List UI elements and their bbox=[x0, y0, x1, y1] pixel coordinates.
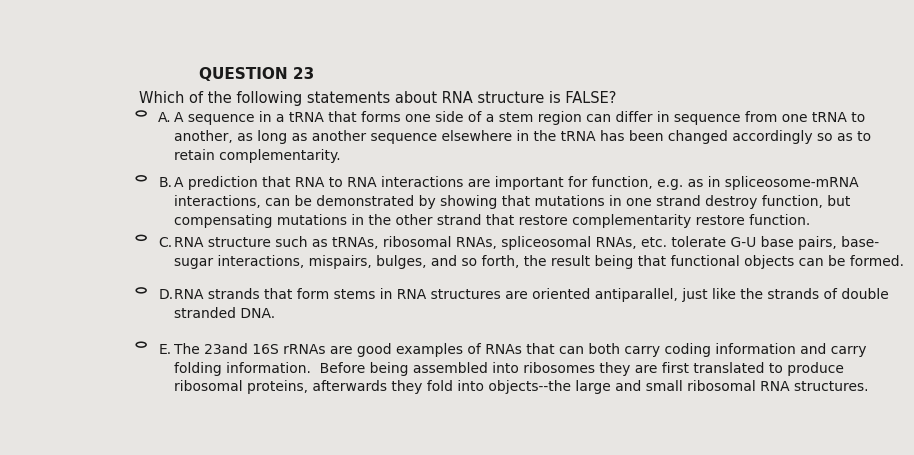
Text: C.: C. bbox=[158, 236, 173, 250]
Text: QUESTION 23: QUESTION 23 bbox=[199, 67, 314, 82]
Text: RNA strands that form stems in RNA structures are oriented antiparallel, just li: RNA strands that form stems in RNA struc… bbox=[175, 288, 889, 321]
Text: A.: A. bbox=[158, 111, 172, 126]
Text: Which of the following statements about RNA structure is FALSE?: Which of the following statements about … bbox=[139, 91, 616, 106]
Text: RNA structure such as tRNAs, ribosomal RNAs, spliceosomal RNAs, etc. tolerate G-: RNA structure such as tRNAs, ribosomal R… bbox=[175, 236, 905, 269]
Text: A prediction that RNA to RNA interactions are important for function, e.g. as in: A prediction that RNA to RNA interaction… bbox=[175, 176, 859, 228]
Text: D.: D. bbox=[158, 288, 174, 302]
Text: B.: B. bbox=[158, 176, 172, 190]
Text: The 23and 16S rRNAs are good examples of RNAs that can both carry coding informa: The 23and 16S rRNAs are good examples of… bbox=[175, 343, 869, 394]
Text: E.: E. bbox=[158, 343, 171, 357]
Text: A sequence in a tRNA that forms one side of a stem region can differ in sequence: A sequence in a tRNA that forms one side… bbox=[175, 111, 872, 163]
